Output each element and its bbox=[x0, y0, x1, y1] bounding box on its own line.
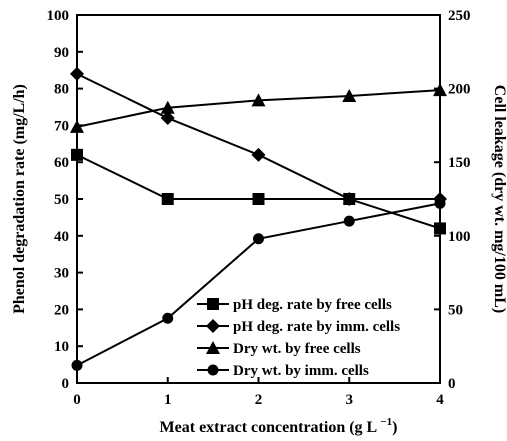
x-tick-label: 2 bbox=[255, 392, 263, 408]
data-point-circle bbox=[343, 215, 355, 227]
legend-entry: pH deg. rate by imm. cells bbox=[197, 319, 400, 335]
x-axis-title: Meat extract concentration (g L −1) bbox=[160, 416, 398, 436]
x-axis-title-superscript: −1 bbox=[380, 416, 392, 428]
y-right-axis-title: Cell leakage (dry wt. mg/100 mL) bbox=[491, 85, 507, 313]
data-point-diamond bbox=[70, 66, 84, 81]
series-3 bbox=[70, 83, 447, 133]
legend-label: Dry wt. by imm. cells bbox=[233, 363, 369, 379]
data-point-circle bbox=[162, 312, 174, 324]
legend-entry: pH deg. rate by free cells bbox=[197, 297, 392, 313]
y-right-tick-label: 200 bbox=[448, 82, 471, 98]
y-right-tick-label: 0 bbox=[448, 376, 456, 392]
data-point-diamond bbox=[160, 111, 175, 126]
x-tick-label: 4 bbox=[436, 392, 444, 408]
data-point-triangle bbox=[433, 83, 447, 97]
y-left-tick-label: 80 bbox=[54, 82, 69, 98]
series-line bbox=[76, 153, 441, 230]
y-left-axis-title: Phenol degradation rate (mg/L/h) bbox=[11, 84, 28, 314]
data-point-triangle bbox=[70, 119, 84, 133]
data-point-diamond bbox=[342, 192, 357, 206]
data-point-circle bbox=[434, 197, 446, 209]
x-tick-label: 0 bbox=[73, 392, 81, 408]
x-tick-label: 3 bbox=[346, 392, 354, 408]
data-point-square bbox=[434, 222, 446, 235]
y-left-tick-label: 20 bbox=[54, 302, 69, 318]
data-point-square bbox=[161, 193, 174, 205]
series-2 bbox=[70, 66, 447, 206]
data-point-triangle bbox=[160, 100, 175, 114]
y-left-tick-label: 10 bbox=[54, 339, 69, 355]
y-right-tick-label: 250 bbox=[448, 8, 471, 24]
legend-marker-square bbox=[207, 298, 219, 310]
y-right-tick-label: 100 bbox=[448, 229, 471, 245]
legend-label: pH deg. rate by free cells bbox=[233, 297, 392, 313]
axes: 0 10 20 30 40 50 60 70 80 90 100 0 50 100 150 200 250 0 1 2… bbox=[47, 8, 471, 408]
y-left-tick-label: 90 bbox=[54, 45, 69, 61]
data-point-diamond bbox=[251, 147, 266, 162]
series-4 bbox=[71, 197, 446, 371]
axis-titles: Meat extract concentration (g L −1) Pheno… bbox=[11, 84, 507, 436]
legend-label: pH deg. rate by imm. cells bbox=[233, 319, 400, 335]
data-point-triangle bbox=[342, 88, 357, 102]
data-point-triangle bbox=[251, 93, 266, 107]
y-right-tick-label: 50 bbox=[448, 302, 463, 318]
legend-label: Dry wt. by free cells bbox=[233, 341, 361, 357]
y-left-tick-label: 60 bbox=[54, 155, 69, 171]
data-point-square bbox=[71, 148, 83, 161]
y-left-tick-label: 50 bbox=[54, 192, 69, 208]
data-point-square bbox=[252, 193, 265, 205]
legend-marker-circle bbox=[207, 364, 219, 376]
data-point-circle bbox=[253, 233, 264, 245]
data-point-circle bbox=[71, 359, 83, 371]
series-layer bbox=[70, 66, 447, 371]
y-left-tick-label: 0 bbox=[62, 376, 70, 392]
legend-marker-triangle bbox=[206, 341, 220, 354]
y-left-tick-label: 40 bbox=[54, 229, 69, 245]
legend-entry: Dry wt. by free cells bbox=[197, 341, 361, 357]
y-left-tick-label: 70 bbox=[54, 118, 69, 134]
legend-marker-diamond bbox=[206, 319, 220, 333]
x-axis-title-main: Meat extract concentration (g L bbox=[160, 419, 381, 436]
x-axis-title-suffix: ) bbox=[392, 419, 397, 436]
y-left-tick-label: 100 bbox=[47, 8, 70, 24]
legend: pH deg. rate by free cells pH deg. rate b… bbox=[197, 297, 400, 379]
x-tick-label: 1 bbox=[164, 392, 172, 408]
y-left-tick-label: 30 bbox=[54, 266, 69, 282]
y-right-tick-label: 150 bbox=[448, 155, 471, 171]
legend-entry: Dry wt. by imm. cells bbox=[197, 363, 369, 379]
